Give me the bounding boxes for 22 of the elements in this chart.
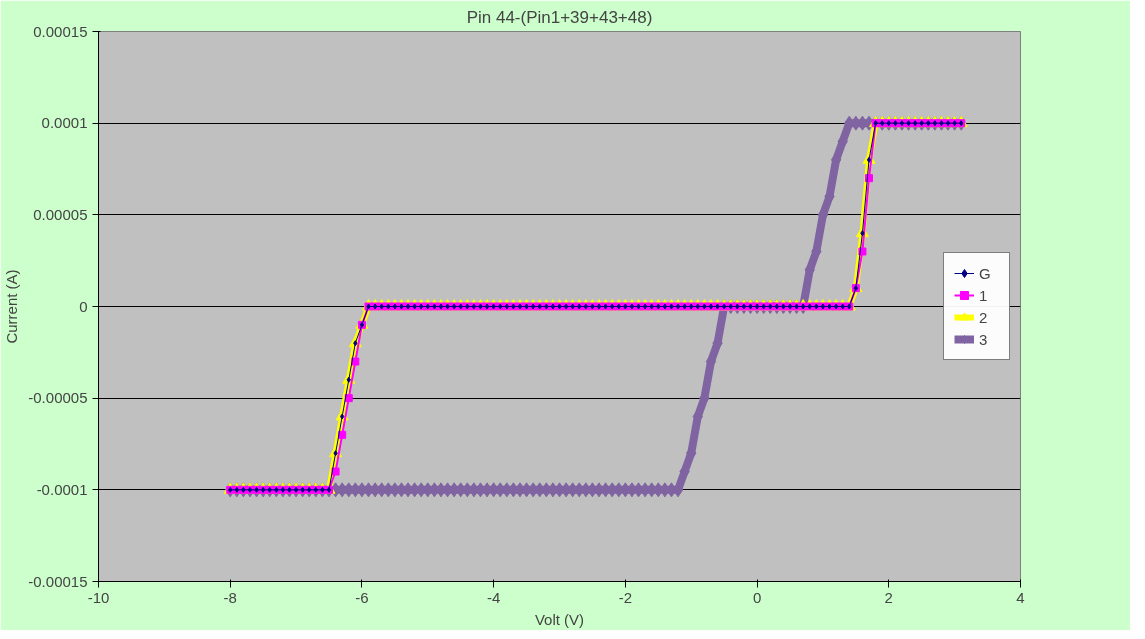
legend-label: 1	[979, 286, 989, 304]
x-tick-label: -6	[355, 588, 369, 606]
y-tick-label: -0.00005	[28, 389, 88, 407]
x-axis-title: Volt (V)	[534, 610, 585, 628]
y-tick-label: 0	[79, 297, 88, 315]
legend-label: 2	[979, 308, 989, 326]
chart-title: Pin 44-(Pin1+39+43+48)	[466, 7, 653, 27]
y-tick-label: 0.0001	[41, 114, 88, 132]
x-tick-label: 4	[1016, 588, 1025, 606]
x-tick-label: -8	[223, 588, 237, 606]
y-tick-label: -0.0001	[36, 480, 88, 498]
x-tick-label: -2	[618, 588, 633, 606]
y-tick-label: -0.00015	[28, 572, 88, 590]
x-tick-label: -10	[87, 588, 110, 606]
legend-label: G	[979, 264, 992, 282]
y-axis-title: Current (A)	[3, 269, 21, 344]
x-tick-label: 0	[752, 588, 762, 606]
y-tick-label: 0.00005	[33, 205, 88, 223]
y-tick-label: 0.00015	[33, 22, 88, 40]
legend-label: 3	[979, 330, 989, 348]
x-tick-label: -4	[486, 588, 501, 606]
x-tick-label: 2	[884, 588, 893, 606]
